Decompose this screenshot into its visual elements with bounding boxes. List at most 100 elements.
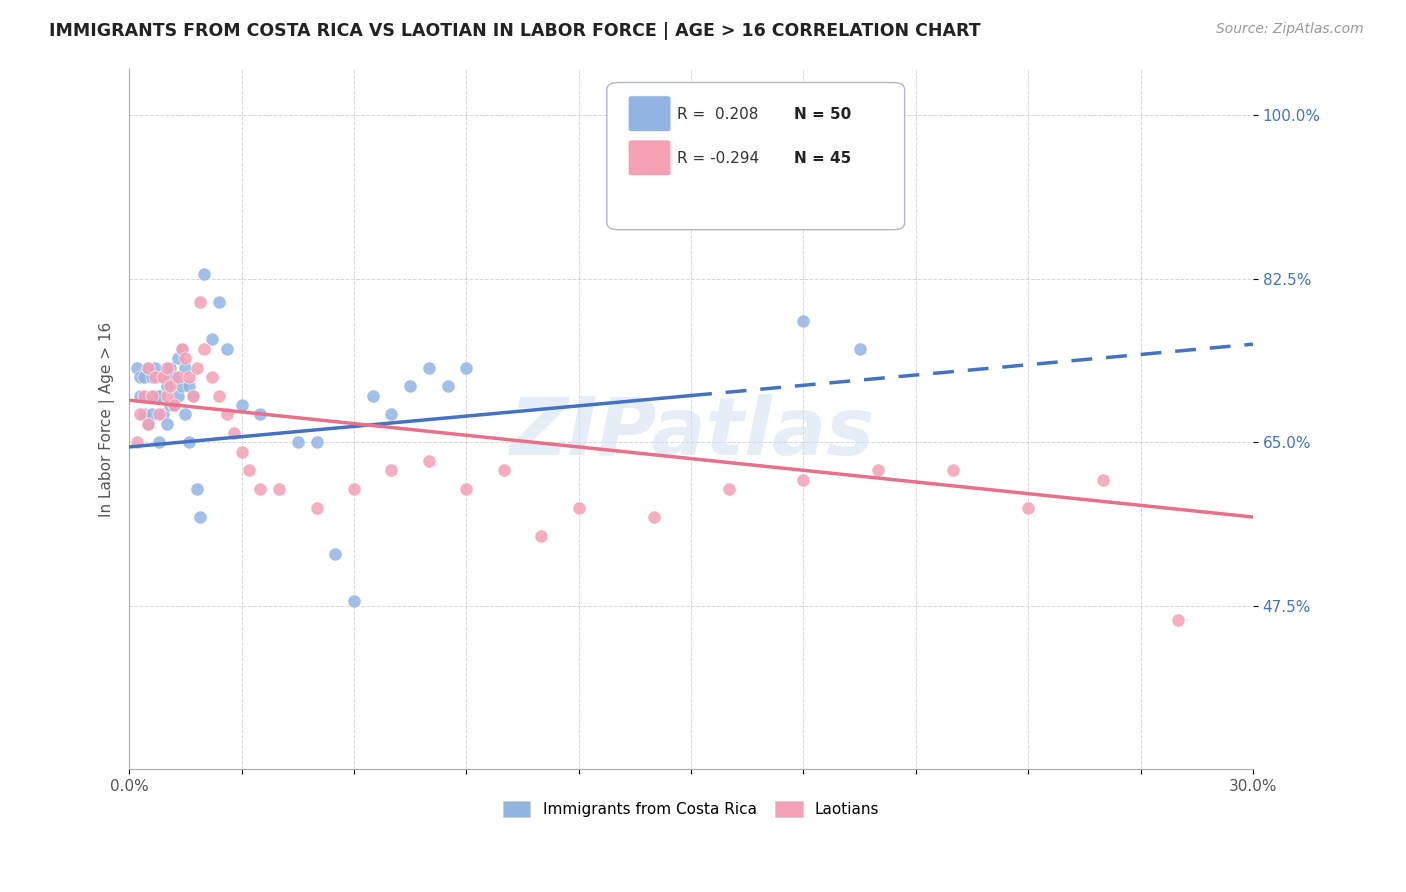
Point [792, 473, 814, 487]
Point [868, 463, 890, 477]
Point [156, 417, 179, 431]
Point [305, 500, 328, 515]
Point [148, 407, 170, 421]
Point [159, 379, 181, 393]
Point [380, 407, 402, 421]
Point [167, 388, 190, 402]
Point [156, 388, 179, 402]
Point [238, 463, 260, 477]
Point [456, 482, 478, 496]
Point [201, 369, 224, 384]
Point [287, 435, 309, 450]
Point [380, 463, 402, 477]
Point [167, 351, 190, 366]
FancyBboxPatch shape [628, 140, 671, 176]
Point [125, 360, 148, 375]
Point [215, 342, 238, 356]
Point [1092, 473, 1115, 487]
Point [163, 398, 186, 412]
Point [170, 342, 193, 356]
FancyBboxPatch shape [628, 95, 671, 132]
Text: N = 50: N = 50 [794, 106, 852, 121]
Point [193, 267, 215, 281]
Point [174, 360, 197, 375]
Point [170, 342, 193, 356]
Point [190, 295, 212, 310]
Point [361, 388, 384, 402]
Point [152, 369, 174, 384]
Point [186, 482, 208, 496]
Point [792, 314, 814, 328]
FancyBboxPatch shape [607, 83, 904, 230]
Point [418, 360, 440, 375]
Point [848, 342, 870, 356]
Point [145, 369, 167, 384]
Text: R =  0.208: R = 0.208 [676, 106, 758, 121]
Point [125, 435, 148, 450]
Point [179, 435, 201, 450]
Point [141, 407, 163, 421]
Text: IMMIGRANTS FROM COSTA RICA VS LAOTIAN IN LABOR FORCE | AGE > 16 CORRELATION CHAR: IMMIGRANTS FROM COSTA RICA VS LAOTIAN IN… [49, 22, 981, 40]
Point [530, 529, 553, 543]
Text: R = -0.294: R = -0.294 [676, 151, 759, 166]
Point [136, 360, 159, 375]
Point [129, 388, 152, 402]
Point [136, 417, 159, 431]
Point [305, 435, 328, 450]
Point [156, 379, 179, 393]
Point [179, 369, 201, 384]
Point [174, 407, 197, 421]
Point [399, 379, 422, 393]
Point [193, 342, 215, 356]
Point [159, 360, 181, 375]
Point [418, 454, 440, 468]
Point [179, 379, 201, 393]
Point [163, 398, 186, 412]
Point [343, 594, 366, 608]
Point [145, 388, 167, 402]
Point [145, 360, 167, 375]
Point [249, 407, 271, 421]
Point [181, 388, 204, 402]
Text: N = 45: N = 45 [794, 151, 852, 166]
Point [267, 482, 290, 496]
Point [224, 425, 246, 440]
Point [170, 379, 193, 393]
Point [1017, 500, 1039, 515]
Point [152, 407, 174, 421]
Point [174, 351, 197, 366]
Point [643, 510, 665, 524]
Point [492, 463, 515, 477]
Point [148, 435, 170, 450]
Point [134, 388, 156, 402]
Point [343, 482, 366, 496]
Point [436, 379, 458, 393]
Point [136, 360, 159, 375]
Point [134, 407, 156, 421]
Point [152, 369, 174, 384]
Point [249, 482, 271, 496]
Point [568, 500, 591, 515]
Point [456, 360, 478, 375]
Point [148, 388, 170, 402]
Legend: Immigrants from Costa Rica, Laotians: Immigrants from Costa Rica, Laotians [495, 794, 887, 825]
Point [129, 407, 152, 421]
Point [231, 398, 253, 412]
Point [208, 388, 231, 402]
Point [186, 360, 208, 375]
Point [181, 388, 204, 402]
Point [134, 369, 156, 384]
Point [190, 510, 212, 524]
Y-axis label: In Labor Force | Age > 16: In Labor Force | Age > 16 [100, 321, 115, 516]
Point [717, 482, 740, 496]
Point [136, 417, 159, 431]
Point [159, 398, 181, 412]
Point [942, 463, 965, 477]
Point [201, 333, 224, 347]
Point [141, 369, 163, 384]
Point [167, 369, 190, 384]
Point [323, 548, 346, 562]
Point [141, 388, 163, 402]
Point [208, 295, 231, 310]
Point [129, 369, 152, 384]
